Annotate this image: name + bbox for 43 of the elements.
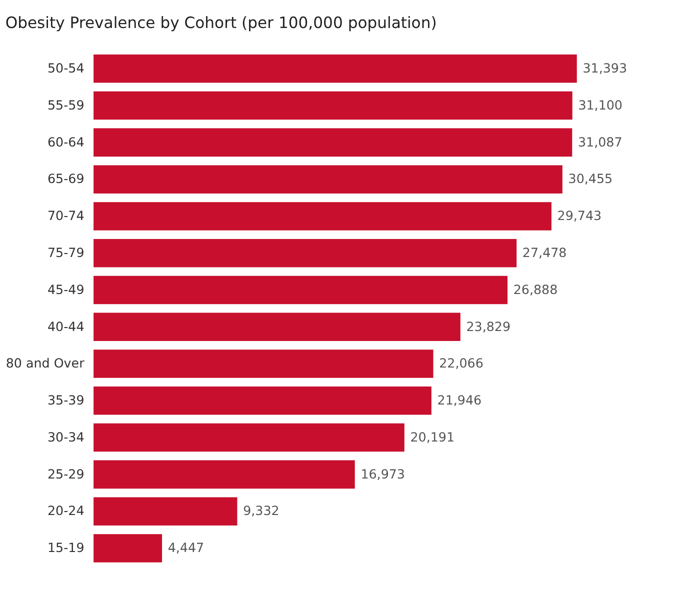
y-tick-label: 80 and Over [6, 356, 86, 371]
y-tick-label: 15-19 [48, 540, 84, 556]
data-label: 26,888 [513, 282, 558, 297]
bar [94, 350, 434, 378]
y-tick-label: 25-29 [48, 466, 84, 482]
data-label: 22,066 [439, 356, 484, 371]
bar [94, 312, 460, 342]
y-tick-label: 50-54 [48, 60, 84, 76]
data-label: 31,393 [582, 60, 628, 76]
y-tick-label: 70-74 [48, 208, 84, 224]
chart-title: Obesity Prevalence by Cohort (per 100,000 population) [5, 14, 437, 32]
data-label: 20,191 [410, 429, 455, 444]
y-tick-label: 75-79 [48, 245, 84, 260]
bar [94, 386, 432, 415]
y-tick-label: 55-59 [48, 97, 84, 112]
data-label: 31,087 [578, 134, 622, 150]
data-label: 31,100 [578, 97, 622, 112]
y-tick-label: 45-49 [48, 282, 84, 297]
bar [94, 276, 508, 304]
data-label: 30,455 [568, 171, 613, 186]
y-tick-label: 40-44 [48, 318, 84, 334]
bar [94, 238, 517, 268]
data-label: 21,946 [437, 392, 482, 408]
data-label: 16,973 [360, 466, 405, 482]
data-label: 29,743 [557, 208, 602, 224]
bar [94, 460, 355, 489]
data-label: 4,447 [168, 540, 204, 556]
bar [94, 91, 572, 120]
y-tick-label: 30-34 [48, 429, 84, 444]
bar [94, 497, 238, 526]
bar [94, 128, 572, 157]
y-tick-label: 35-39 [48, 392, 84, 408]
bar [94, 54, 577, 83]
bar [94, 423, 404, 452]
bar [94, 165, 562, 194]
bar [94, 202, 552, 230]
y-tick-label: 60-64 [48, 134, 84, 150]
data-label: 27,478 [522, 245, 567, 260]
bar [94, 534, 162, 562]
y-tick-label: 65-69 [48, 171, 84, 186]
data-label: 23,829 [466, 318, 511, 334]
data-label: 9,332 [243, 503, 280, 518]
y-tick-label: 20-24 [48, 503, 84, 518]
